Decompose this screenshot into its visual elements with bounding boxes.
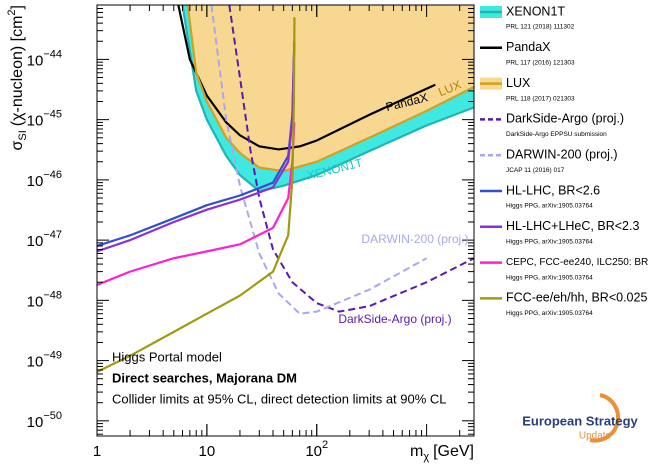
annotation: Direct searches, Majorana DM bbox=[112, 370, 297, 385]
y-tick-exponent: −46 bbox=[43, 169, 62, 181]
legend-reference: PRL 118 (2017) 021303 bbox=[506, 95, 575, 102]
annotation: Higgs Portal model bbox=[112, 349, 222, 364]
y-tick-base: 10 bbox=[27, 233, 44, 250]
logo-subtitle: Update bbox=[579, 431, 612, 442]
x-label-sub: χ bbox=[423, 451, 429, 463]
legend-label: CEPC, FCC-ee240, ILC250: BR<0.3% bbox=[506, 257, 648, 268]
legend-label: DarkSide-Argo (proj.) bbox=[506, 112, 624, 126]
legend-reference: Higgs PPG, arXiv:1905.03764 bbox=[506, 274, 593, 281]
y-label-sub: SI bbox=[17, 130, 29, 140]
y-tick-base: 10 bbox=[27, 414, 44, 431]
x-tick-label: 1 bbox=[93, 443, 101, 460]
y-tick-exponent: −50 bbox=[43, 410, 62, 422]
legend-reference: DarkSide-Argo EPPSU submission bbox=[506, 131, 607, 138]
y-axis-label: σSI (χ-nucleon) [cm2] bbox=[6, 5, 29, 151]
limit-curve bbox=[186, 5, 474, 173]
plot-area bbox=[97, 5, 474, 373]
legend-label: HL-LHC, BR<2.6 bbox=[506, 183, 600, 197]
legend-label: DARWIN-200 (proj.) bbox=[506, 147, 618, 161]
limit-curve bbox=[228, 5, 474, 313]
x-tick-label: 10 bbox=[199, 443, 216, 460]
limit-curve bbox=[97, 17, 296, 373]
x-label-main: m bbox=[410, 443, 423, 460]
x-tick-exponent: 2 bbox=[322, 439, 328, 451]
legend-reference: JCAP 11 (2016) 017 bbox=[506, 167, 565, 174]
limit-curve bbox=[97, 43, 296, 253]
logo-arc bbox=[589, 393, 621, 443]
y-tick-base: 10 bbox=[27, 113, 44, 130]
y-tick-base: 10 bbox=[27, 52, 44, 69]
y-tick-exponent: −49 bbox=[43, 349, 62, 361]
y-label-main: σ bbox=[9, 141, 26, 151]
y-tick-base: 10 bbox=[27, 354, 44, 371]
y-tick-label: 10−45 bbox=[27, 109, 62, 130]
y-label-sup: 2 bbox=[6, 9, 18, 15]
annotation: Collider limits at 95% CL, direct detect… bbox=[112, 391, 447, 406]
y-tick-label: 10−50 bbox=[27, 410, 62, 431]
legend-reference: Higgs PPG, arXiv:1905.03764 bbox=[506, 239, 593, 246]
y-label-rest: (χ-nucleon) [cm bbox=[9, 16, 26, 127]
x-label-rest: [GeV] bbox=[433, 443, 474, 460]
y-tick-label: 10−44 bbox=[27, 48, 62, 69]
x-tick-base: 10 bbox=[305, 443, 322, 460]
legend-label: HL-LHC+LHeC, BR<2.3 bbox=[506, 219, 639, 233]
curve-label: DarkSide-Argo (proj.) bbox=[338, 312, 451, 326]
logo: European Strategy Update bbox=[522, 393, 639, 443]
y-tick-exponent: −47 bbox=[43, 229, 62, 241]
y-tick-label: 10−47 bbox=[27, 229, 62, 250]
legend-reference: PRL 121 (2018) 111302 bbox=[506, 24, 575, 31]
limit-curve bbox=[210, 5, 428, 315]
excluded-region bbox=[187, 5, 474, 172]
x-axis-label: mχ [GeV] bbox=[410, 443, 474, 463]
y-tick-label: 10−48 bbox=[27, 289, 62, 310]
limit-curve bbox=[97, 122, 296, 286]
x-tick-label: 102 bbox=[305, 439, 328, 460]
y-label-end: ] bbox=[9, 5, 26, 9]
limit-curve bbox=[181, 5, 474, 193]
y-tick-exponent: −48 bbox=[43, 289, 62, 301]
legend-label: XENON1T bbox=[506, 4, 565, 18]
y-tick-label: 10−46 bbox=[27, 169, 62, 190]
y-tick-base: 10 bbox=[27, 173, 44, 190]
y-tick-exponent: −45 bbox=[43, 109, 62, 121]
legend-label: PandaX bbox=[506, 40, 551, 54]
legend-label: LUX bbox=[506, 76, 531, 90]
y-tick-exponent: −44 bbox=[43, 48, 62, 60]
y-tick-label: 10−49 bbox=[27, 349, 62, 370]
legend-reference: Higgs PPG, arXiv:1905.03764 bbox=[506, 203, 593, 210]
legend-reference: PRL 117 (2016) 121303 bbox=[506, 60, 575, 67]
legend-reference: Higgs PPG, arXiv:1905.03764 bbox=[506, 310, 593, 317]
curve-label: DARWIN-200 (proj.) bbox=[361, 232, 468, 246]
y-tick-base: 10 bbox=[27, 293, 44, 310]
legend-label: FCC-ee/eh/hh, BR<0.025 bbox=[506, 291, 647, 305]
frame bbox=[96, 4, 475, 437]
logo-title: European Strategy bbox=[522, 413, 638, 428]
